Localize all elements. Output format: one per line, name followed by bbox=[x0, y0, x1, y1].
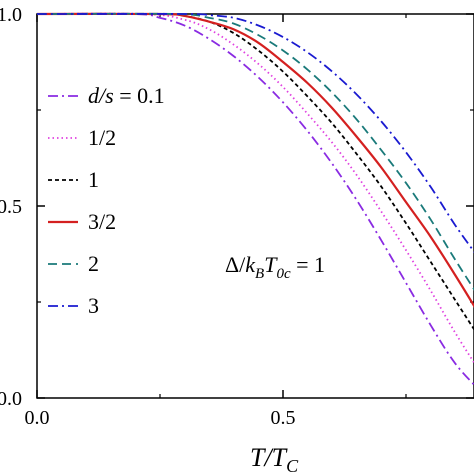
legend-label-5: 3 bbox=[88, 293, 99, 318]
series-line-2 bbox=[37, 12, 474, 331]
x-axis-title: T/TC bbox=[250, 443, 299, 474]
legend-label-0: d/s = 0.1 bbox=[88, 83, 165, 108]
series-line-1 bbox=[37, 12, 474, 365]
y-tick-label: 0.0 bbox=[0, 388, 22, 410]
legend-label-3: 3/2 bbox=[88, 209, 116, 234]
legend-label-4: 2 bbox=[88, 251, 99, 276]
x-tick-label: 0.0 bbox=[25, 407, 50, 429]
y-tick-label: 1.0 bbox=[0, 4, 22, 26]
y-tick-label: 0.5 bbox=[0, 196, 22, 218]
legend-label-1: 1/2 bbox=[88, 125, 116, 150]
series-line-5 bbox=[37, 13, 474, 254]
x-tick-label: 0.5 bbox=[271, 407, 296, 429]
series-lines bbox=[37, 12, 474, 386]
axis-ticks: 0.0 0.5 0.0 0.5 1.0 bbox=[0, 4, 474, 429]
series-line-4 bbox=[37, 12, 474, 291]
legend: d/s = 0.1 1/2 1 3/2 2 3 bbox=[48, 83, 165, 318]
annotation-text: Δ/kBT0c = 1 bbox=[225, 252, 325, 282]
series-line-0 bbox=[37, 12, 474, 386]
legend-label-2: 1 bbox=[88, 167, 99, 192]
series-line-3 bbox=[37, 12, 474, 308]
